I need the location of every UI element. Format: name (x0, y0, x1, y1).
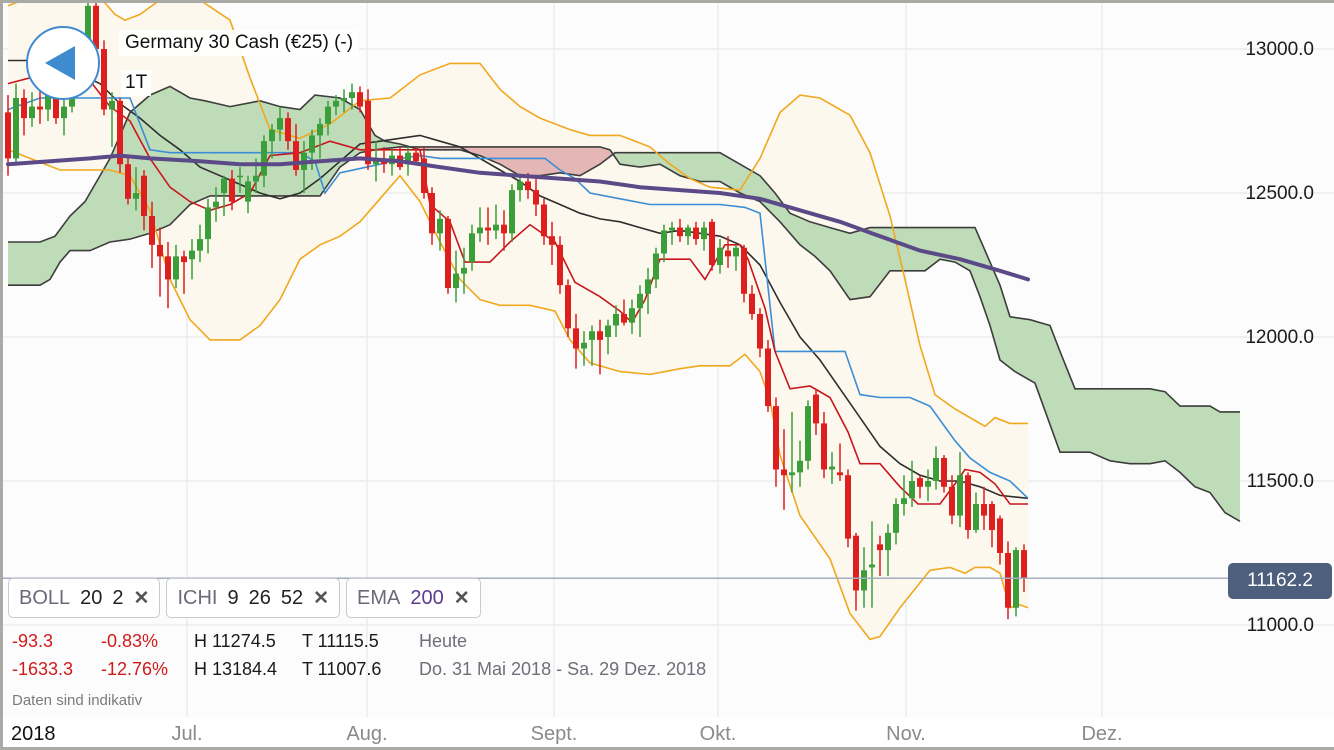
y-axis-label: 11000.0 (1246, 615, 1314, 636)
price-chart[interactable] (3, 3, 1334, 747)
indicator-name: ICHI (177, 586, 218, 609)
low-value: T 11115.5 (302, 630, 379, 651)
month-label: Aug. (346, 723, 388, 745)
month-label: Dez. (1081, 723, 1123, 745)
ema-line (6, 153, 1030, 282)
year-label: 2018 (11, 723, 56, 745)
indicator-param: 26 (248, 586, 271, 609)
indicator-chip-ichi[interactable]: ICHI 9 26 52 ✕ (166, 578, 340, 618)
month-label: Sept. (530, 723, 578, 745)
price-stats: -93.3 -0.83% H 11274.5 T 11115.5 Heute -… (12, 627, 706, 683)
change-percent: -0.83% (101, 630, 159, 651)
indicator-param: 200 (410, 586, 444, 609)
indicator-name: EMA (357, 586, 401, 609)
indicator-param: 2 (112, 586, 124, 609)
time-axis: 2018 Jul. Aug. Sept. Okt. Nov. Dez. (3, 717, 1334, 747)
close-icon[interactable]: ✕ (453, 587, 470, 609)
change-value: -1633.3 (12, 658, 74, 679)
current-price-badge: 11162.2 (1228, 563, 1332, 599)
change-value: -93.3 (12, 630, 54, 651)
back-button[interactable] (26, 26, 100, 100)
period-label: Do. 31 Mai 2018 - Sa. 29 Dez. 2018 (419, 658, 707, 679)
indicator-chip-ema[interactable]: EMA 200 ✕ (346, 578, 481, 618)
indicator-chips: BOLL 20 2 ✕ ICHI 9 26 52 ✕ EMA 200 ✕ (8, 578, 481, 618)
y-axis-label: 11500.0 (1246, 471, 1314, 492)
y-axis-label: 13000.0 (1245, 39, 1314, 60)
candlesticks (5, 3, 1027, 620)
instrument-title: Germany 30 Cash (€25) (-) (119, 30, 360, 56)
indicator-param: 20 (80, 586, 103, 609)
stats-row-today: -93.3 -0.83% H 11274.5 T 11115.5 Heute (12, 627, 706, 655)
timeframe-label[interactable]: 1T (121, 70, 152, 96)
low-value: T 11007.6 (302, 658, 382, 679)
month-label: Jul. (171, 723, 203, 745)
indicator-chip-boll[interactable]: BOLL 20 2 ✕ (8, 578, 161, 618)
back-arrow-icon (45, 46, 75, 80)
period-label: Heute (419, 630, 468, 651)
month-label: Nov. (886, 723, 926, 745)
close-icon[interactable]: ✕ (133, 587, 150, 609)
month-label: Okt. (699, 723, 737, 745)
high-value: H 13184.4 (194, 658, 278, 679)
close-icon[interactable]: ✕ (313, 587, 329, 609)
y-axis-label: 12500.0 (1245, 183, 1314, 204)
stats-row-range: -1633.3 -12.76% H 13184.4 T 11007.6 Do. … (12, 655, 706, 683)
change-percent: -12.76% (101, 658, 169, 679)
y-axis-label: 12000.0 (1245, 327, 1314, 348)
indicator-name: BOLL (19, 586, 71, 609)
indicator-param: 52 (280, 586, 304, 609)
disclaimer: Daten sind indikativ (12, 692, 143, 709)
high-value: H 11274.5 (194, 630, 276, 651)
chart-frame: 13000.0 12500.0 12000.0 11500.0 11000.0 … (3, 3, 1334, 747)
indicator-param: 9 (227, 586, 239, 609)
